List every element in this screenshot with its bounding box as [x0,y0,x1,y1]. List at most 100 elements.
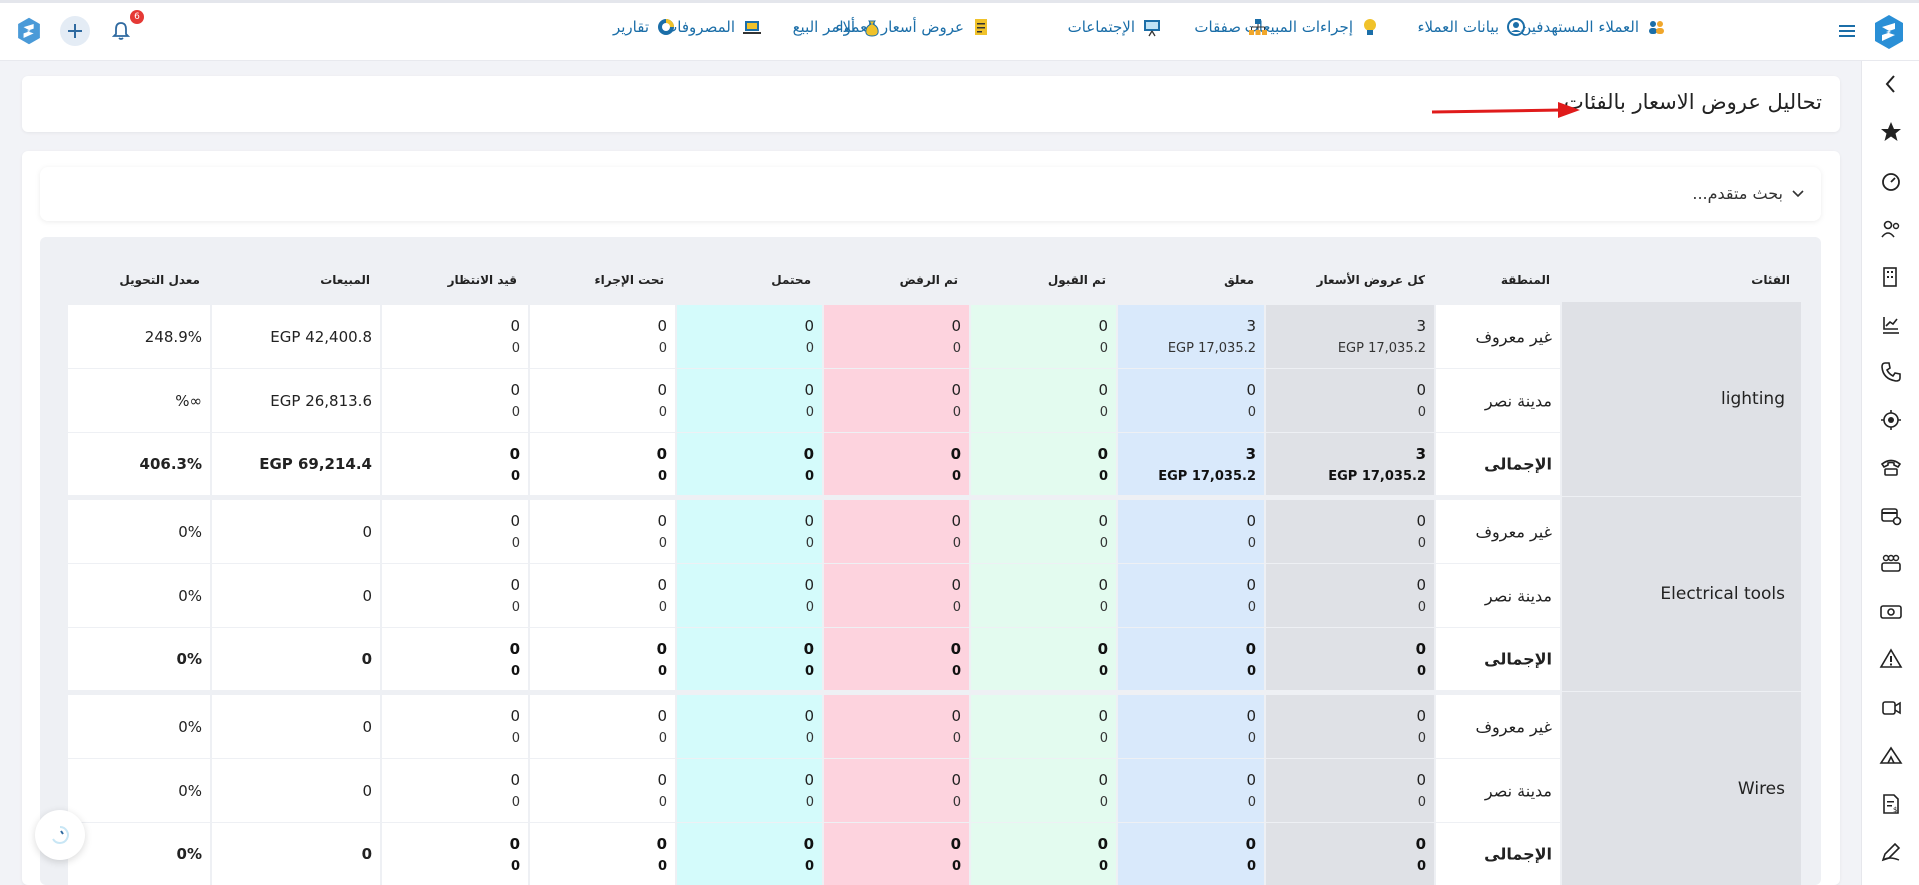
column-header-sales[interactable]: المبيعات [320,273,370,287]
region-label: مدينة نصر [1484,781,1552,800]
menu-icon[interactable] [1837,22,1857,40]
telephone-icon[interactable] [1878,454,1904,480]
app-logo[interactable] [1871,13,1907,51]
amount-value: 0 [952,341,961,356]
cell-sales: EGP 69,214.4 [212,433,380,495]
amount-value: 0 [1417,405,1426,420]
star-icon[interactable] [1878,119,1904,145]
nav-sales-actions[interactable]: إجراءات المبيعات [1245,17,1380,37]
nav-meetings[interactable]: الإجتماعات [1068,17,1162,37]
amount-value: 0 [1416,859,1426,874]
cell-region: مدينة نصر [1436,564,1560,627]
building-icon[interactable] [1878,264,1904,290]
count-value: 3 [1246,317,1256,335]
invoice-icon[interactable]: $ [1878,791,1904,817]
document-icon [971,17,991,37]
nav-expenses[interactable]: المصروفات [663,17,762,37]
amount-value: 0 [1417,795,1426,810]
region-label: الإجمالى [1484,649,1552,669]
target-icon[interactable] [1878,407,1904,433]
count-value: 0 [509,445,520,463]
count-value: 0 [510,707,520,725]
count-value: 0 [656,640,667,658]
count-value: 0 [1098,576,1108,594]
amount-value: 0 [1099,341,1108,356]
phone-icon[interactable] [1878,359,1904,385]
region-label: الإجمالى [1484,844,1552,864]
amount-value: 0 [1099,600,1108,615]
count-value: 0 [1246,512,1256,530]
nav-deals[interactable]: صفقات [1194,17,1268,37]
count-value: 0 [1245,640,1256,658]
column-header-in-progress[interactable]: تحت الإجراء [594,273,664,287]
count-value: 0 [951,317,961,335]
notifications-button[interactable]: 6 [106,10,144,46]
amount-value: 0 [511,795,520,810]
column-header-rejected[interactable]: تم الرفض [899,273,958,287]
amount-value: 0 [1417,731,1426,746]
card-settings-icon[interactable] [1878,503,1904,529]
column-header-category[interactable]: الفئات [1751,273,1790,287]
users-icon[interactable] [1878,216,1904,242]
table-row: 0% 0 0 0 0 0 0 0 0 0 0 0 0 0 0 0 مدينة نصر [68,564,1562,627]
table-total-row: 0% 0 0 0 0 0 0 0 0 0 0 0 0 0 0 0 الإجمالى [68,823,1562,885]
region-label: غير معروف [1475,522,1552,541]
count-value: 0 [1245,835,1256,853]
video-icon[interactable] [1878,695,1904,721]
cell-sales: 0 [212,695,380,758]
column-header-pending[interactable]: معلق [1224,273,1254,287]
presentation-icon [1142,17,1162,37]
count-value: 0 [656,835,667,853]
team-icon[interactable] [1878,551,1904,577]
add-button[interactable] [60,16,90,46]
warning-icon[interactable] [1878,646,1904,672]
amount-value: 0 [511,536,520,551]
table-total-row: 406.3% EGP 69,214.4 0 0 0 0 0 0 0 0 0 0 3 EGP 17,035.… [68,433,1562,495]
count-value: 0 [657,771,667,789]
nav-label: المصروفات [663,18,735,36]
nav-client-data[interactable]: بيانات العملاء [1417,17,1526,37]
count-value: 0 [510,576,520,594]
count-value: 3 [1415,445,1426,463]
column-header-conversion[interactable]: معدل التحويل [119,273,200,287]
cell-region: غير معروف [1436,305,1560,368]
nav-sales-orders[interactable]: أوامر البيع [793,17,882,37]
sales-value: 0 [361,845,372,863]
pen-icon[interactable] [1878,839,1904,865]
tent-icon[interactable] [1878,743,1904,769]
column-header-potential[interactable]: محتمل [771,273,811,287]
app-switcher-icon[interactable] [14,16,44,46]
conversion-value: 0% [178,717,202,736]
table-row: 248.9% EGP 42,400.8 0 0 0 0 0 0 0 0 0 0 3 EGP 17,035.… [68,305,1562,368]
speedometer-icon[interactable] [1878,168,1904,194]
chevron-left-icon[interactable] [1878,71,1904,97]
loading-fab[interactable] [35,810,85,860]
money-icon[interactable] [1878,599,1904,625]
nav-reports[interactable]: تقارير [613,17,676,37]
column-header-accepted[interactable]: تم القبول [1047,273,1106,287]
amount-value: 0 [511,600,520,615]
amount-value: 0 [952,600,961,615]
lightbulb-icon [1360,17,1380,37]
column-header-waiting[interactable]: قيد الانتظار [447,273,517,287]
nav-target-clients[interactable]: العملاء المستهدفين [1520,17,1666,37]
advanced-search-toggle[interactable]: بحث متقدم... [40,167,1821,221]
category-cell: Electrical tools [1562,497,1801,691]
column-header-region[interactable]: المنطقة [1500,273,1550,287]
column-header-all-quotes[interactable]: كل عروض الأسعار [1316,273,1425,287]
sales-value: EGP 69,214.4 [259,455,372,473]
chart-hand-icon[interactable] [1878,312,1904,338]
count-value: 0 [1415,835,1426,853]
amount-value: 0 [951,664,961,679]
count-value: 0 [1416,707,1426,725]
